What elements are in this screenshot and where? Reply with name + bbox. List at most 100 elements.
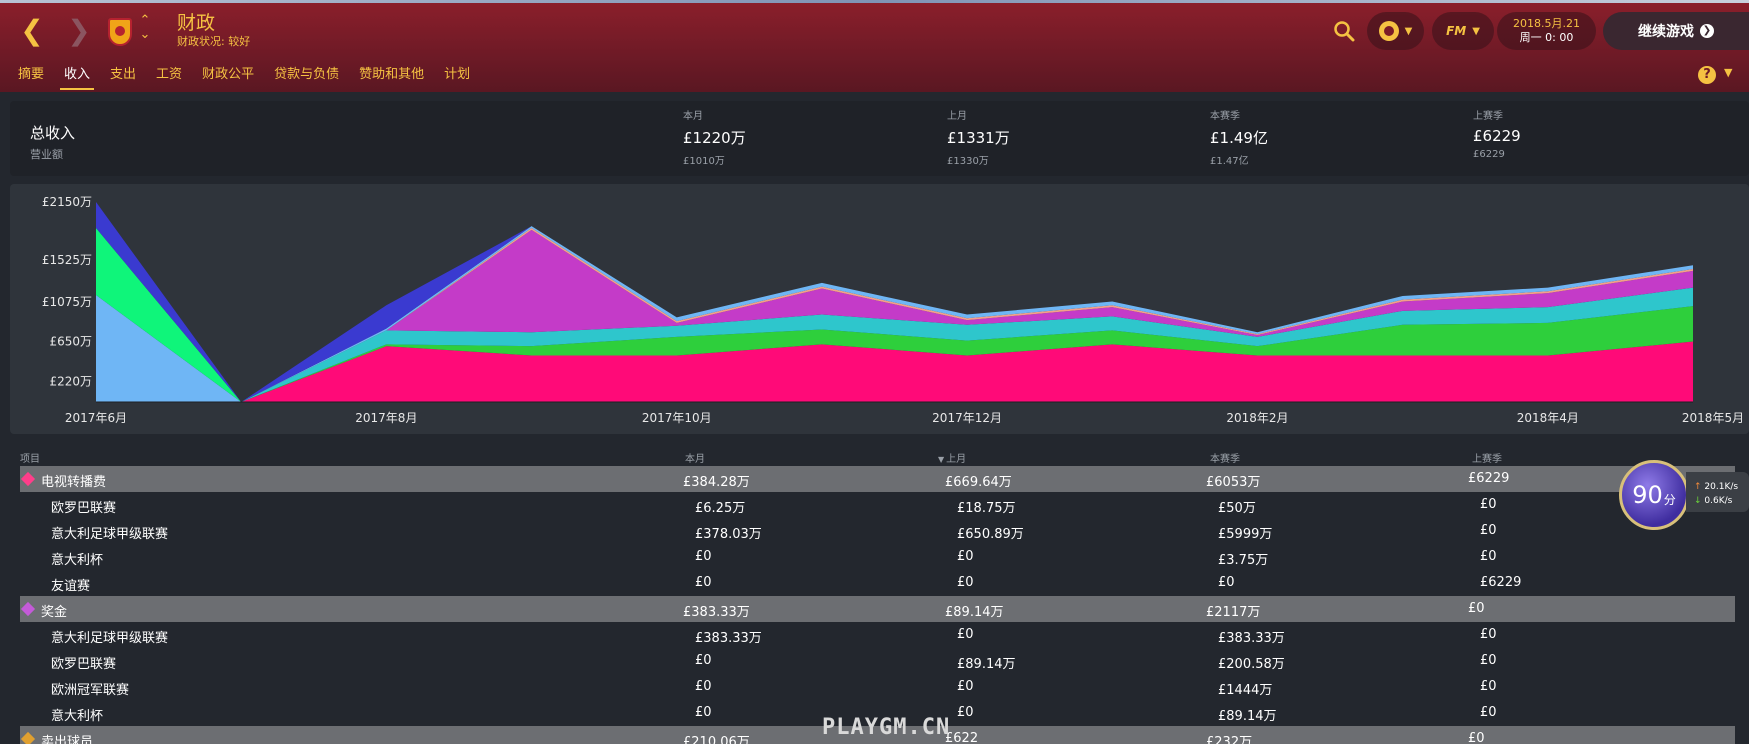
table-group-row[interactable]: 奖金 £383.33万 £89.14万 £2117万 £0 bbox=[20, 596, 1735, 622]
forward-arrow-icon[interactable]: ❯ bbox=[67, 14, 91, 47]
chevron-down-icon[interactable]: ▼ bbox=[1724, 66, 1733, 79]
category-color-icon bbox=[20, 601, 36, 617]
stat-label: 上赛季 bbox=[1473, 111, 1503, 122]
game-date-button[interactable]: 2018.5月.21 周一 0: 00 bbox=[1497, 12, 1596, 50]
club-switch-icon[interactable]: ⌃ ⌄ bbox=[139, 13, 151, 42]
row-name: 奖金 bbox=[41, 605, 68, 620]
stat-sub-value: £1330万 bbox=[947, 156, 989, 167]
tab-income[interactable]: 收入 bbox=[60, 66, 95, 90]
row-cell: £210.06万 bbox=[683, 735, 750, 744]
tab-wages[interactable]: 工资 bbox=[156, 67, 183, 82]
tab-expenditure[interactable]: 支出 bbox=[110, 67, 137, 82]
column-header-this-season[interactable]: 本赛季 bbox=[1210, 454, 1240, 465]
row-name: 意大利足球甲级联赛 bbox=[51, 631, 169, 646]
area-series-1[interactable] bbox=[96, 306, 1693, 402]
column-header-label: 上月 bbox=[946, 454, 967, 465]
income-table: 项目 本月 ▼ 上月 本赛季 上赛季 电视转播费 £384.28万 £669.64万 £… bbox=[20, 444, 1735, 744]
area-series-3[interactable] bbox=[96, 229, 1693, 402]
tab-sponsors[interactable]: 赞助和其他 bbox=[359, 67, 425, 82]
table-group-row[interactable]: 电视转播费 £384.28万 £669.64万 £6053万 £6229 bbox=[20, 466, 1735, 492]
score-unit: 分 bbox=[1663, 492, 1676, 507]
table-row[interactable]: 意大利杯 £0 £0 £3.75万 £0 bbox=[20, 544, 1735, 570]
row-cell: £0 bbox=[1480, 523, 1497, 538]
row-cell: £0 bbox=[695, 549, 712, 564]
row-cell: £0 bbox=[1218, 575, 1235, 590]
row-cell: £384.28万 bbox=[683, 475, 750, 490]
row-cell: £200.58万 bbox=[1218, 657, 1285, 672]
stat-value: £1220万 bbox=[683, 129, 746, 147]
row-cell: £0 bbox=[1480, 497, 1497, 512]
search-icon[interactable] bbox=[1333, 20, 1355, 42]
row-cell: £383.33万 bbox=[1218, 631, 1285, 646]
row-cell: £0 bbox=[695, 653, 712, 668]
area-series-0[interactable] bbox=[96, 341, 1693, 402]
row-cell: £0 bbox=[957, 705, 974, 720]
column-header-last-month[interactable]: ▼ 上月 bbox=[938, 450, 966, 465]
table-row[interactable]: 意大利杯 £0 £0 £89.14万 £0 bbox=[20, 700, 1735, 726]
row-cell: £6053万 bbox=[1206, 475, 1261, 490]
category-color-icon bbox=[20, 471, 36, 487]
help-icon[interactable]: ? bbox=[1698, 66, 1716, 84]
continue-button[interactable]: 继续游戏 ❯ bbox=[1603, 12, 1749, 50]
tab-loans[interactable]: 贷款与负债 bbox=[274, 67, 340, 82]
row-cell: £0 bbox=[695, 705, 712, 720]
table-row[interactable]: 欧罗巴联赛 £0 £89.14万 £200.58万 £0 bbox=[20, 648, 1735, 674]
tab-plan[interactable]: 计划 bbox=[444, 67, 471, 82]
row-name: 意大利足球甲级联赛 bbox=[51, 527, 169, 542]
chevron-down-icon: ▼ bbox=[1404, 25, 1413, 37]
column-header-item[interactable]: 项目 bbox=[20, 454, 40, 465]
summary-title: 总收入 bbox=[30, 124, 76, 142]
x-tick-label: 2017年8月 bbox=[355, 411, 417, 425]
y-tick-label: £650万 bbox=[49, 335, 92, 349]
income-chart-svg: £2150万 £1525万 £1075万 £650万 £220万 2017年6月 2017年… bbox=[42, 195, 1744, 425]
fm-menu-button[interactable]: FM ▼ bbox=[1432, 12, 1494, 50]
finance-status: 财政状况: 较好 bbox=[177, 35, 251, 48]
back-arrow-icon[interactable]: ❮ bbox=[20, 14, 44, 47]
tab-ffp[interactable]: 财政公平 bbox=[202, 67, 255, 82]
watermark: PLAYGM.CN bbox=[822, 715, 951, 740]
stat-this-season: 本赛季 £1.49亿 £1.47亿 bbox=[1210, 107, 1268, 167]
row-cell: £0 bbox=[1480, 627, 1497, 642]
row-cell: £89.14万 bbox=[1218, 709, 1277, 724]
row-cell: £89.14万 bbox=[957, 657, 1016, 672]
stat-label: 本月 bbox=[683, 111, 703, 122]
upload-speed: ↑ 20.1K/s bbox=[1694, 480, 1749, 494]
sort-down-icon: ▼ bbox=[938, 455, 945, 464]
income-chart[interactable]: £2150万 £1525万 £1075万 £650万 £220万 2017年6月 2017年… bbox=[10, 184, 1749, 434]
top-bar: ❮ ❯ ⌃ ⌄ 财政 财政状况: 较好 ▼ FM ▼ 2018.5月.21 周一 … bbox=[0, 0, 1749, 92]
chevron-down-icon: ▼ bbox=[1472, 25, 1480, 37]
club-crest-icon[interactable] bbox=[108, 18, 132, 46]
table-row[interactable]: 欧洲冠军联赛 £0 £0 £1444万 £0 bbox=[20, 674, 1735, 700]
table-row[interactable]: 意大利足球甲级联赛 £378.03万 £650.89万 £5999万 £0 bbox=[20, 518, 1735, 544]
table-group-row[interactable]: 卖出球员 £210.06万 £622 £232万 £0 bbox=[20, 726, 1735, 744]
row-cell: £0 bbox=[957, 627, 974, 642]
y-tick-label: £2150万 bbox=[42, 195, 92, 209]
row-cell: £6229 bbox=[1468, 471, 1510, 486]
world-menu-button[interactable]: ▼ bbox=[1367, 12, 1424, 50]
row-cell: £669.64万 bbox=[945, 475, 1012, 490]
x-tick-label: 2018年5月 bbox=[1682, 411, 1744, 425]
row-cell: £0 bbox=[695, 679, 712, 694]
tab-summary[interactable]: 摘要 bbox=[18, 67, 45, 82]
column-header-this-month[interactable]: 本月 bbox=[685, 454, 705, 465]
upload-arrow-icon: ↑ bbox=[1694, 482, 1702, 492]
download-speed: ↓ 0.6K/s bbox=[1694, 494, 1749, 508]
row-cell: £0 bbox=[957, 549, 974, 564]
column-header-last-season[interactable]: 上赛季 bbox=[1472, 454, 1502, 465]
area-series-7[interactable] bbox=[96, 202, 1693, 402]
category-color-icon bbox=[20, 731, 36, 744]
table-row[interactable]: 意大利足球甲级联赛 £383.33万 £0 £383.33万 £0 bbox=[20, 622, 1735, 648]
stat-sub-value: £1.47亿 bbox=[1210, 156, 1249, 167]
row-cell: £232万 bbox=[1206, 735, 1253, 744]
row-cell: £0 bbox=[957, 679, 974, 694]
row-cell: £1444万 bbox=[1218, 683, 1273, 698]
table-row[interactable]: 欧罗巴联赛 £6.25万 £18.75万 £50万 £0 bbox=[20, 492, 1735, 518]
stat-label: 本赛季 bbox=[1210, 111, 1240, 122]
row-name: 意大利杯 bbox=[51, 709, 104, 724]
arrow-right-icon: ❯ bbox=[1700, 24, 1714, 38]
x-tick-label: 2018年4月 bbox=[1517, 411, 1579, 425]
table-row[interactable]: 友谊赛 £0 £0 £0 £6229 bbox=[20, 570, 1735, 596]
score-badge[interactable]: 90 分 bbox=[1619, 460, 1689, 530]
row-cell: £0 bbox=[1480, 653, 1497, 668]
